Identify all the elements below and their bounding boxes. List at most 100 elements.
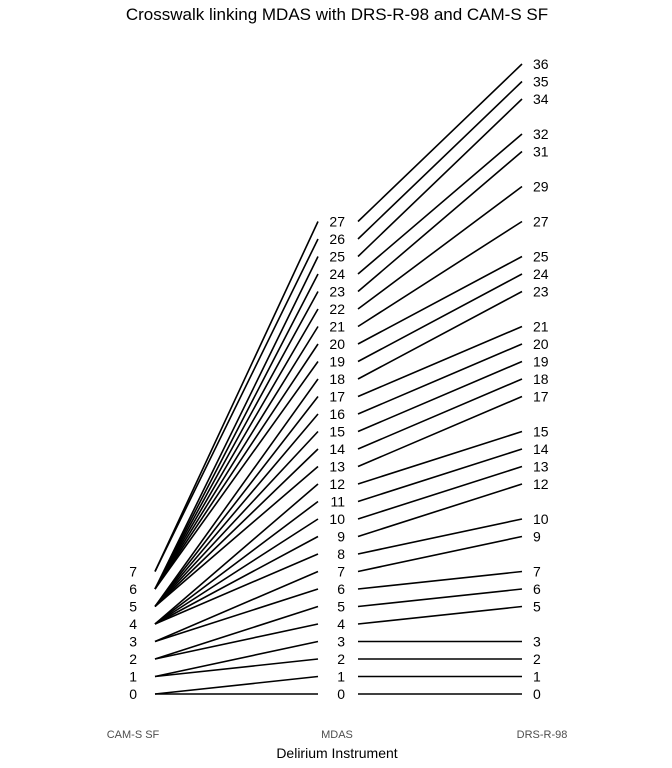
link-mdas-25-drs-34 [357,98,523,258]
mdas-tick-label: 1 [337,669,345,685]
cams-tick-label: 3 [129,634,137,650]
cams-tick-label: 5 [129,599,137,615]
drs-tick-label: 12 [533,476,549,492]
link-mdas-11-drs-14 [357,448,523,503]
link-mdas-20-drs-25 [357,255,523,345]
drs-tick-label: 17 [533,389,549,405]
link-mdas-17-drs-21 [357,325,523,398]
drs-tick-label: 5 [533,599,541,615]
drs-tick-label: 35 [533,74,549,90]
drs-tick-label: 9 [533,529,541,545]
mdas-tick-label: 19 [329,354,345,370]
mdas-tick-label: 23 [329,284,345,300]
instrument-label: CAM-S SF [107,729,160,741]
mdas-tick-label: 16 [329,406,345,422]
instrument-label: DRS-R-98 [517,729,568,741]
mdas-tick-label: 7 [337,564,345,580]
drs-tick-label: 0 [533,686,541,702]
drs-tick-label: 23 [533,284,549,300]
link-cams-5-mdas-17 [154,396,319,607]
link-cams-0-mdas-1 [154,675,319,695]
link-cams-7-mdas-27 [154,221,319,572]
drs-tick-label: 7 [533,564,541,580]
mdas-tick-label: 26 [329,231,345,247]
link-cams-6-mdas-22 [154,308,319,590]
drs-tick-label: 34 [533,91,549,107]
link-mdas-10-drs-13 [357,465,523,520]
link-cams-3-mdas-7 [154,570,319,643]
link-cams-5-mdas-14 [154,448,319,608]
link-cams-1-mdas-3 [154,640,319,678]
drs-tick-label: 31 [533,144,549,160]
link-cams-5-mdas-15 [154,430,319,608]
drs-tick-label: 21 [533,319,549,335]
cams-tick-label: 4 [129,616,137,632]
instrument-label: MDAS [321,729,353,741]
drs-tick-label: 6 [533,581,541,597]
mdas-tick-label: 17 [329,389,345,405]
mdas-tick-label: 25 [329,249,345,265]
drs-tick-label: 32 [533,126,549,142]
mdas-tick-label: 5 [337,599,345,615]
link-cams-3-mdas-6 [154,588,319,643]
drs-tick-label: 14 [533,441,549,457]
link-cams-6-mdas-19 [154,361,319,590]
link-mdas-24-drs-32 [357,133,523,275]
link-mdas-13-drs-17 [357,395,523,468]
link-cams-1-mdas-2 [154,658,319,678]
mdas-tick-label: 6 [337,581,345,597]
mdas-tick-label: 27 [329,214,345,230]
link-mdas-9-drs-12 [357,483,523,538]
link-mdas-19-drs-24 [357,273,523,363]
drs-tick-label: 27 [533,214,549,230]
cams-tick-label: 0 [129,686,137,702]
instrument-axis: CAM-S SF MDAS DRS-R-98 [107,729,568,741]
link-mdas-16-drs-20 [357,343,523,415]
mdas-tick-label: 11 [330,494,345,510]
mdas-tick-label: 10 [329,511,345,527]
link-cams-4-mdas-11 [154,500,319,625]
link-mdas-5-drs-6 [357,588,523,608]
link-mdas-4-drs-5 [357,605,523,625]
drs-tick-label: 36 [533,56,549,72]
mdas-tick-label: 2 [337,651,345,667]
link-cams-6-mdas-24 [154,273,319,590]
cams-tick-label: 6 [129,581,137,597]
mdas-tick-label: 4 [337,616,345,632]
link-mdas-23-drs-31 [357,150,523,293]
mdas-tick-label: 24 [329,266,345,282]
mdas-tick-label: 12 [329,476,345,492]
x-axis-label: Delirium Instrument [276,745,397,761]
cams-tick-label: 1 [129,669,137,685]
drs-tick-label: 13 [533,459,549,475]
chart-title: Crosswalk linking MDAS with DRS-R-98 and… [126,5,548,24]
drs-tick-label: 2 [533,651,541,667]
mdas-tick-label: 20 [329,336,345,352]
drs-tick-label: 24 [533,266,549,282]
drs-tick-label: 25 [533,249,549,265]
mdas-tick-label: 18 [329,371,345,387]
link-cams-7-mdas-26 [154,238,319,572]
link-cams-6-mdas-23 [154,291,319,590]
link-mdas-12-drs-15 [357,430,523,485]
link-mdas-27-drs-36 [357,63,523,223]
link-cams-6-mdas-25 [154,256,319,590]
link-cams-2-mdas-5 [154,605,319,660]
mdas-tick-label: 13 [329,459,345,475]
cams-tick-label: 7 [129,564,137,580]
link-cams-5-mdas-13 [154,465,319,608]
drs-tick-label: 3 [533,634,541,650]
link-lines [154,63,523,695]
link-mdas-26-drs-35 [357,80,523,240]
link-cams-6-mdas-21 [154,326,319,590]
mdas-tick-label: 9 [337,529,345,545]
link-mdas-18-drs-23 [357,290,523,380]
link-mdas-14-drs-18 [357,378,523,450]
drs-tick-label: 10 [533,511,549,527]
drs-tick-label: 18 [533,371,549,387]
drs-tick-label: 1 [533,669,541,685]
link-mdas-21-drs-27 [357,220,523,328]
drs-tick-label: 15 [533,424,549,440]
link-mdas-8-drs-10 [357,518,523,555]
